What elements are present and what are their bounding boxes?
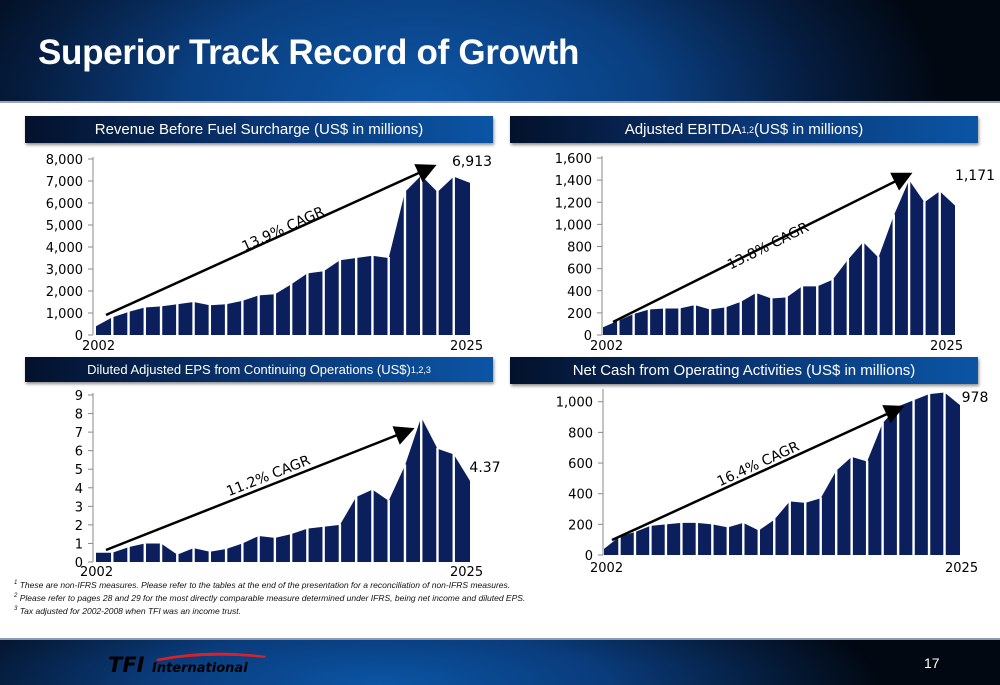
chart-header-net-cash: Net Cash from Operating Activities (US$ …: [510, 357, 978, 384]
end-value-label: 978: [962, 390, 989, 406]
x-end-label: 2025: [450, 339, 483, 354]
y-tick-label: 200: [568, 518, 593, 533]
y-tick-label: 0: [75, 329, 83, 344]
chart-ebitda: 0 200 400 600 800 1,000 1,200 1,400 1,600 2002 202…: [555, 152, 995, 354]
chart-net-cash: 0 200 400 600 800 1,000 2002 2025 978 16.4% CAGR: [556, 389, 989, 576]
slide-footer: [0, 640, 1000, 685]
cagr-label: 13.8% CAGR: [725, 219, 812, 273]
chart-header-sup: 1,2: [741, 124, 755, 135]
y-tick-label: 0: [584, 329, 592, 344]
y-tick-label: 800: [567, 241, 592, 256]
chart-header-text: Net Cash from Operating Activities (US$ …: [572, 362, 916, 379]
y-tick-label: 5: [75, 463, 83, 478]
y-tick-label: 800: [568, 426, 593, 441]
cagr-label: 16.4% CAGR: [715, 439, 802, 491]
cagr-arrow: [105, 426, 415, 552]
y-tick-label: 8: [75, 408, 83, 423]
chart-header-revenue: Revenue Before Fuel Surcharge (US$ in mi…: [25, 116, 493, 143]
footnote-text: Tax adjusted for 2002-2008 when TFI was …: [19, 606, 241, 616]
cagr-arrow: [611, 405, 905, 542]
chart-header-sup: 1,2,3: [410, 364, 431, 375]
slide-header: [0, 0, 1000, 101]
y-tick-label: 6: [75, 445, 83, 460]
footnote-number: 2: [14, 593, 18, 600]
header-divider: [0, 101, 1000, 103]
y-tick-label: 6,000: [46, 197, 83, 212]
y-tick-label: 1,400: [555, 174, 592, 189]
footnote-2: 2 Please refer to pages 28 and 29 for th…: [14, 593, 525, 603]
y-tick-label: 600: [567, 263, 592, 278]
footer-divider: [0, 638, 1000, 640]
slide-title: Superior Track Record of Growth: [38, 33, 580, 72]
x-start-label: 2002: [590, 339, 623, 354]
y-tick-label: 0: [75, 556, 83, 571]
footnote-number: 3: [14, 606, 18, 613]
y-tick-label: 9: [75, 389, 83, 404]
y-tick-label: 0: [585, 549, 593, 564]
x-start-label: 2002: [80, 565, 113, 580]
x-end-label: 2025: [945, 561, 978, 576]
y-tick-label: 4,000: [46, 241, 83, 256]
footnote-1: 1 These are non-IFRS measures. Please re…: [14, 580, 510, 590]
cagr-arrow: [105, 164, 437, 317]
chart-header-text: Revenue Before Fuel Surcharge (US$ in mi…: [94, 121, 424, 138]
y-tick-label: 7,000: [46, 175, 83, 190]
y-tick-label: 600: [568, 457, 593, 472]
y-tick-label: 3: [75, 500, 83, 515]
cagr-label: 13.9% CAGR: [240, 204, 328, 255]
y-tick-label: 8,000: [46, 153, 83, 168]
y-tick-label: 200: [567, 307, 592, 322]
y-tick-label: 1,000: [556, 396, 593, 411]
page-number: 17: [924, 655, 940, 671]
end-value-label: 1,171: [955, 168, 995, 184]
footnote-text: These are non-IFRS measures. Please refe…: [19, 580, 511, 590]
y-tick-label: 1,200: [555, 196, 592, 211]
tfi-logo: TFI International: [108, 652, 266, 676]
y-tick-label: 1,000: [46, 307, 83, 322]
area-series: [96, 175, 470, 335]
chart-revenue: 0 1,000 2,000 3,000 4,000 5,000 6,000 7,000 8,00…: [46, 153, 492, 354]
chart-header-suffix: (US$ in millions): [754, 121, 864, 138]
footnote-number: 1: [14, 580, 18, 587]
y-tick-label: 7: [75, 426, 83, 441]
chart-header-eps: Diluted Adjusted EPS from Continuing Ope…: [25, 357, 493, 382]
y-tick-label: 400: [567, 285, 592, 300]
footnote-text: Please refer to pages 28 and 29 for the …: [19, 593, 526, 603]
y-tick-label: 400: [568, 488, 593, 503]
svg-text:International: International: [152, 661, 248, 676]
y-tick-label: 1,600: [555, 152, 592, 167]
y-tick-label: 4: [75, 482, 83, 497]
end-value-label: 6,913: [452, 154, 492, 170]
chart-eps: 0 1 2 3 4 5 6 7 8 9 2002 2025 4.37 11.2% CAGR: [75, 389, 501, 580]
footnote-3: 3 Tax adjusted for 2002-2008 when TFI wa…: [14, 606, 241, 616]
x-end-label: 2025: [930, 339, 963, 354]
x-end-label: 2025: [450, 565, 483, 580]
y-tick-label: 5,000: [46, 219, 83, 234]
cagr-arrow: [612, 172, 913, 324]
end-value-label: 4.37: [469, 460, 500, 476]
x-start-label: 2002: [82, 339, 115, 354]
area-series: [603, 180, 955, 335]
y-tick-label: 2,000: [46, 285, 83, 300]
y-tick-label: 2: [75, 519, 83, 534]
cagr-label: 11.2% CAGR: [224, 452, 313, 500]
x-start-label: 2002: [590, 561, 623, 576]
svg-text:TFI: TFI: [108, 653, 145, 676]
area-series: [96, 417, 470, 562]
y-tick-label: 1,000: [555, 218, 592, 233]
y-tick-label: 1: [75, 537, 83, 552]
chart-header-text: Diluted Adjusted EPS from Continuing Ope…: [87, 362, 411, 377]
area-series: [604, 392, 960, 555]
chart-header-ebitda: Adjusted EBITDA 1,2 (US$ in millions): [510, 116, 978, 143]
y-tick-label: 3,000: [46, 263, 83, 278]
chart-header-text: Adjusted EBITDA: [624, 121, 742, 138]
